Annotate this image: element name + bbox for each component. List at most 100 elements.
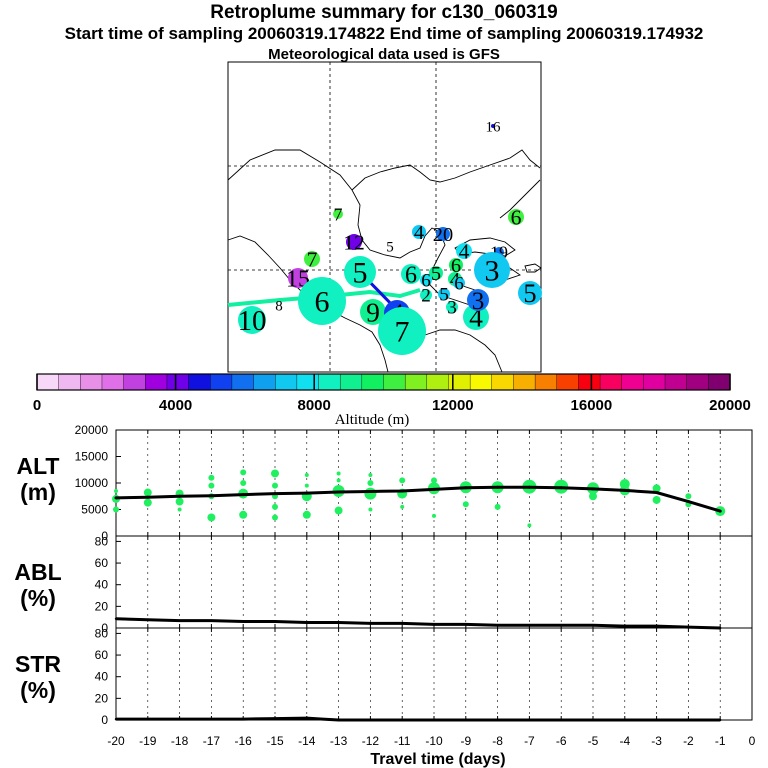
- colorbar-swatch: [210, 373, 233, 391]
- alt-median-point: [591, 487, 595, 491]
- x-tick-label: -6: [556, 734, 567, 748]
- alt-scatter-point: [652, 495, 661, 504]
- plume-point-marker: [401, 264, 421, 284]
- alt-scatter-point: [113, 506, 119, 513]
- plume-point-marker: [346, 234, 362, 250]
- colorbar-swatch: [426, 373, 449, 391]
- plume-point-label: 3: [485, 255, 500, 288]
- plume-point-marker: [508, 209, 524, 225]
- alt-scatter-point: [685, 493, 692, 500]
- y-tick-label: 20: [95, 691, 109, 705]
- colorbar-swatch: [166, 373, 190, 391]
- x-tick-label: -15: [266, 734, 284, 748]
- alt-scatter-point: [302, 510, 311, 519]
- alt-scatter-point: [272, 514, 278, 521]
- colorbar-swatch: [621, 373, 644, 391]
- str-line-point: [655, 718, 658, 722]
- alt-scatter-point: [272, 482, 278, 489]
- y-tick-label: 10000: [75, 476, 109, 490]
- str-line-point: [464, 718, 467, 722]
- colorbar-swatch: [491, 373, 514, 391]
- alt-median-point: [209, 494, 213, 498]
- plume-point-marker: [436, 227, 450, 241]
- plume-point-label: 6: [451, 255, 461, 277]
- alt-scatter-point: [400, 504, 405, 509]
- alt-median-point: [337, 490, 341, 494]
- str-line-point: [305, 716, 308, 720]
- colorbar-tick-label: 16000: [571, 397, 613, 414]
- alt-scatter-point: [240, 480, 247, 486]
- alt-scatter-point: [368, 507, 373, 512]
- alt-median-point: [655, 491, 659, 495]
- plume-point-label: 4: [414, 222, 424, 244]
- alt-scatter-point: [527, 523, 532, 528]
- plume-point-marker: [288, 268, 308, 288]
- plume-point-marker: [378, 307, 426, 355]
- plume-point-marker: [412, 225, 426, 239]
- colorbar-swatch: [36, 373, 60, 391]
- str-line-point: [719, 718, 722, 722]
- plume-point-label: 6: [315, 286, 330, 319]
- alt-scatter-point: [143, 498, 152, 507]
- str-line-point: [210, 717, 213, 721]
- str-line-point: [337, 718, 340, 722]
- colorbar-swatch: [145, 373, 168, 391]
- str-line-point: [687, 718, 690, 722]
- chart-title: Retroplume summary for c130_060319: [210, 2, 558, 23]
- plume-point-marker: [298, 277, 346, 325]
- plume-point-label: 7: [334, 204, 343, 224]
- x-tick-label: -9: [460, 734, 471, 748]
- alt-scatter-point: [399, 477, 406, 484]
- abl-line-point: [528, 624, 531, 627]
- plume-point-label: 4: [459, 240, 470, 264]
- plume-point-label: 20: [433, 224, 453, 246]
- y-tick-label: 20000: [75, 423, 109, 437]
- alt-scatter-point: [336, 471, 341, 476]
- panel-ylabel-line1: ABL: [14, 559, 61, 585]
- alt-scatter-point: [114, 488, 118, 493]
- alt-scatter-point: [367, 480, 374, 486]
- sampling-time-line: Start time of sampling 20060319.174822 E…: [64, 24, 704, 43]
- colorbar-swatch: [253, 373, 276, 391]
- x-tick-label: -10: [425, 734, 443, 748]
- alt-median-point: [241, 493, 245, 497]
- alt-scatter-point: [368, 473, 373, 478]
- panel-ylabel-line2: (%): [20, 585, 56, 611]
- alt-scatter-point: [240, 469, 247, 476]
- plume-point-label: 6: [454, 274, 464, 295]
- plume-point-marker: [420, 274, 432, 286]
- str-line-point: [560, 718, 563, 722]
- y-tick-label: 60: [95, 648, 109, 662]
- colorbar-swatch: [513, 373, 536, 391]
- x-tick-label: -18: [171, 734, 189, 748]
- colorbar-swatch: [123, 373, 146, 391]
- alt-median-point: [273, 492, 277, 496]
- y-tick-label: 80: [95, 626, 109, 640]
- plume-median-track: [227, 288, 421, 307]
- alt-median-point: [114, 496, 118, 500]
- colorbar-swatch: [404, 373, 428, 391]
- abl-line-point: [273, 620, 277, 623]
- plume-point-marker: [518, 281, 542, 305]
- abl-line-point: [369, 622, 372, 625]
- x-tick-label: -11: [394, 734, 411, 748]
- alt-median-point: [146, 495, 150, 499]
- colorbar-swatch: [275, 373, 298, 391]
- str-line-point: [242, 717, 245, 721]
- alt-median-line: [115, 485, 721, 513]
- colorbar-swatch: [383, 373, 406, 391]
- colorbar-tick-label: 0: [33, 397, 41, 414]
- colorbar-swatch: [231, 373, 255, 391]
- str-line-point: [432, 718, 436, 722]
- str-line-point: [114, 717, 118, 721]
- abl-line-point: [432, 623, 436, 626]
- plume-point-marker: [304, 251, 320, 267]
- plume-point-marker: [453, 277, 465, 289]
- colorbar-swatch: [80, 373, 103, 391]
- abl-line-point: [464, 623, 467, 626]
- plume-point-label: 2: [421, 286, 431, 307]
- alt-scatter-point: [175, 497, 184, 506]
- colorbar-swatch: [339, 373, 363, 391]
- colorbar-swatch: [556, 373, 579, 391]
- x-tick-label: -14: [298, 734, 316, 748]
